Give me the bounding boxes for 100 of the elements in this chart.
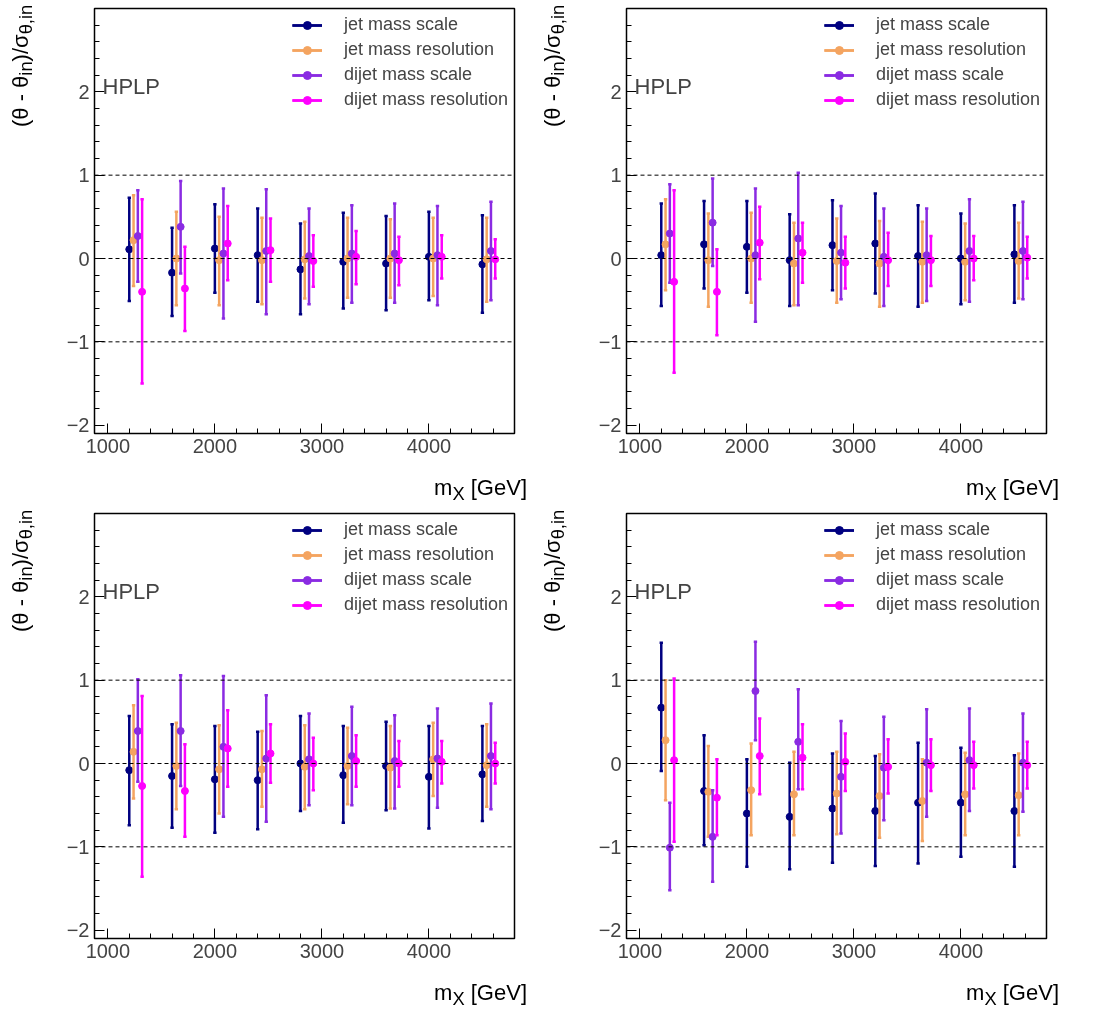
y-tick-label: 1 [78, 669, 90, 692]
x-tick-label: 3000 [831, 434, 877, 457]
point [133, 727, 142, 735]
point [712, 793, 721, 802]
point [125, 766, 134, 775]
point [215, 765, 224, 774]
point [884, 762, 893, 771]
y-tick-label: −2 [598, 919, 622, 942]
point [670, 277, 679, 286]
legend-label: dijet mass scale [875, 64, 1004, 85]
annotation: HPLP [634, 578, 692, 604]
point [1010, 250, 1019, 259]
x-tick-label: 4000 [406, 434, 452, 457]
point [837, 772, 846, 781]
point [168, 268, 177, 277]
y-tick-label: −1 [598, 835, 622, 858]
point [309, 257, 318, 265]
annotation: HPLP [102, 578, 160, 604]
point [257, 256, 266, 265]
x-tick-label: 1000 [617, 434, 663, 457]
legend-label: dijet mass resolution [343, 594, 508, 615]
point [1018, 247, 1027, 255]
point [257, 765, 266, 774]
y-tick-label: −1 [66, 330, 90, 353]
point [386, 763, 395, 772]
point [794, 737, 803, 746]
point [223, 239, 232, 248]
point [437, 757, 446, 766]
point [138, 782, 147, 790]
point [922, 251, 931, 260]
legend-label: jet mass scale [875, 519, 990, 540]
x-axis-title: m$_{X}$ [GeV] [434, 979, 527, 1012]
point [832, 257, 841, 265]
legend-label: jet mass resolution [875, 544, 1026, 565]
legend-label: dijet mass resolution [343, 89, 508, 110]
x-axis-title: m$_{X}$ [GeV] [966, 979, 1059, 1012]
point [712, 287, 721, 296]
x-tick-label: 2000 [192, 939, 238, 962]
x-tick-label: 2000 [192, 434, 238, 457]
y-tick-label: 2 [610, 585, 622, 608]
y-tick-label: 2 [78, 80, 90, 103]
point [266, 246, 275, 255]
point [219, 249, 228, 258]
point [424, 772, 433, 781]
point [133, 232, 142, 240]
point [751, 687, 760, 695]
x-tick-label: 4000 [938, 434, 984, 457]
point [180, 284, 189, 293]
y-tick-label: 0 [78, 752, 90, 775]
annotation: HPLP [634, 73, 692, 99]
point [129, 236, 138, 245]
point [798, 248, 807, 257]
x-tick-label: 3000 [831, 939, 877, 962]
point [708, 218, 717, 227]
y-tick-label: 0 [610, 247, 622, 270]
point [352, 757, 361, 765]
point [168, 772, 177, 780]
x-tick-label: 2000 [724, 939, 770, 962]
point [180, 787, 189, 795]
x-tick-label: 1000 [617, 939, 663, 962]
point [871, 239, 880, 248]
x-axis-title: m$_{X}$ [GeV] [434, 474, 527, 507]
point [875, 259, 884, 268]
point [210, 244, 219, 253]
point [129, 747, 138, 756]
legend-label: jet mass resolution [343, 544, 494, 565]
point [486, 247, 495, 255]
point [965, 247, 974, 255]
y-tick-label: 1 [610, 669, 622, 692]
point [956, 798, 965, 807]
point [339, 771, 348, 780]
point [437, 252, 446, 261]
y-tick-label: −2 [66, 919, 90, 942]
x-tick-label: 3000 [299, 939, 345, 962]
y-tick-label: 0 [78, 247, 90, 270]
y-tick-label: −1 [66, 835, 90, 858]
x-tick-label: 2000 [724, 434, 770, 457]
point [789, 259, 798, 268]
point [918, 797, 927, 805]
x-tick-label: 3000 [299, 434, 345, 457]
point [176, 222, 185, 231]
point [837, 248, 846, 257]
point [1014, 791, 1023, 800]
legend-label: jet mass resolution [875, 39, 1026, 60]
y-tick-label: −2 [598, 414, 622, 437]
point [841, 258, 850, 267]
point [125, 245, 134, 254]
point [742, 809, 751, 818]
legend-label: jet mass scale [875, 14, 990, 35]
point [961, 790, 970, 799]
point [390, 249, 399, 258]
point [755, 238, 764, 247]
point [665, 229, 674, 238]
point [700, 240, 709, 249]
point [969, 761, 978, 770]
point [798, 753, 807, 762]
point [1010, 807, 1019, 815]
point [138, 287, 147, 296]
y-tick-label: −2 [66, 414, 90, 437]
point [755, 752, 764, 760]
